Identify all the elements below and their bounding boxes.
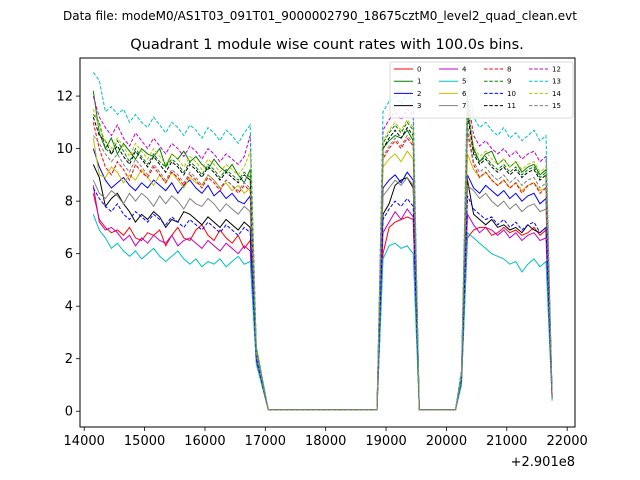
y-tick-label: 6 bbox=[65, 247, 73, 262]
x-axis: 14000 15000 16000 17000 18000 19000 20000 21000… bbox=[64, 427, 588, 449]
legend-label-6: 6 bbox=[462, 90, 467, 98]
legend-label-14: 14 bbox=[552, 90, 561, 98]
figure-suptitle: Data file: modeM0/AS1T03_091T01_90000027… bbox=[63, 9, 577, 23]
series-line-15 bbox=[92, 124, 553, 411]
x-offset-label: +2.901e8 bbox=[511, 455, 575, 470]
legend-label-0: 0 bbox=[417, 66, 421, 74]
legend-label-5: 5 bbox=[462, 78, 466, 86]
legend-box bbox=[389, 61, 574, 119]
y-tick-label: 12 bbox=[56, 90, 73, 105]
series-line-7 bbox=[92, 176, 553, 411]
legend-label-7: 7 bbox=[462, 102, 466, 110]
y-tick-label: 0 bbox=[65, 405, 73, 420]
series-line-0 bbox=[92, 193, 553, 411]
x-tick-label: 17000 bbox=[245, 434, 286, 449]
y-tick-label: 4 bbox=[65, 300, 73, 315]
legend-label-2: 2 bbox=[417, 90, 421, 98]
legend-label-8: 8 bbox=[507, 66, 511, 74]
x-tick-label: 20000 bbox=[426, 434, 467, 449]
legend-label-4: 4 bbox=[462, 66, 467, 74]
x-tick-label: 14000 bbox=[64, 434, 105, 449]
x-tick-label: 16000 bbox=[184, 434, 225, 449]
x-tick-label: 18000 bbox=[305, 434, 346, 449]
series-line-5 bbox=[92, 214, 553, 411]
series-line-9 bbox=[92, 101, 553, 411]
x-tick-label: 21000 bbox=[486, 434, 527, 449]
x-tick-label: 22000 bbox=[546, 434, 587, 449]
legend-label-13: 13 bbox=[552, 78, 561, 86]
y-tick-label: 10 bbox=[56, 142, 73, 157]
plot-series bbox=[92, 72, 553, 411]
series-line-12 bbox=[92, 95, 553, 411]
series-line-3 bbox=[92, 164, 553, 411]
series-line-10 bbox=[92, 187, 553, 411]
plot-frame bbox=[79, 57, 576, 428]
y-tick-label: 2 bbox=[65, 352, 73, 367]
y-axis: 0 2 4 6 8 10 12 bbox=[56, 90, 80, 420]
x-tick-label: 15000 bbox=[124, 434, 165, 449]
series-line-4 bbox=[92, 185, 553, 411]
legend-label-9: 9 bbox=[507, 78, 511, 86]
legend-label-10: 10 bbox=[507, 90, 516, 98]
legend-label-1: 1 bbox=[417, 78, 421, 86]
y-tick-label: 8 bbox=[65, 195, 73, 210]
legend-label-11: 11 bbox=[507, 102, 516, 110]
legend-label-12: 12 bbox=[552, 66, 561, 74]
series-line-8 bbox=[92, 122, 553, 411]
series-line-14 bbox=[92, 106, 553, 411]
x-tick-label: 19000 bbox=[365, 434, 406, 449]
legend-label-3: 3 bbox=[417, 102, 421, 110]
series-line-2 bbox=[92, 148, 553, 411]
series-line-1 bbox=[92, 90, 553, 411]
series-line-11 bbox=[92, 114, 553, 411]
chart-title: Quadrant 1 module wise count rates with … bbox=[130, 37, 524, 53]
legend-label-15: 15 bbox=[552, 102, 561, 110]
